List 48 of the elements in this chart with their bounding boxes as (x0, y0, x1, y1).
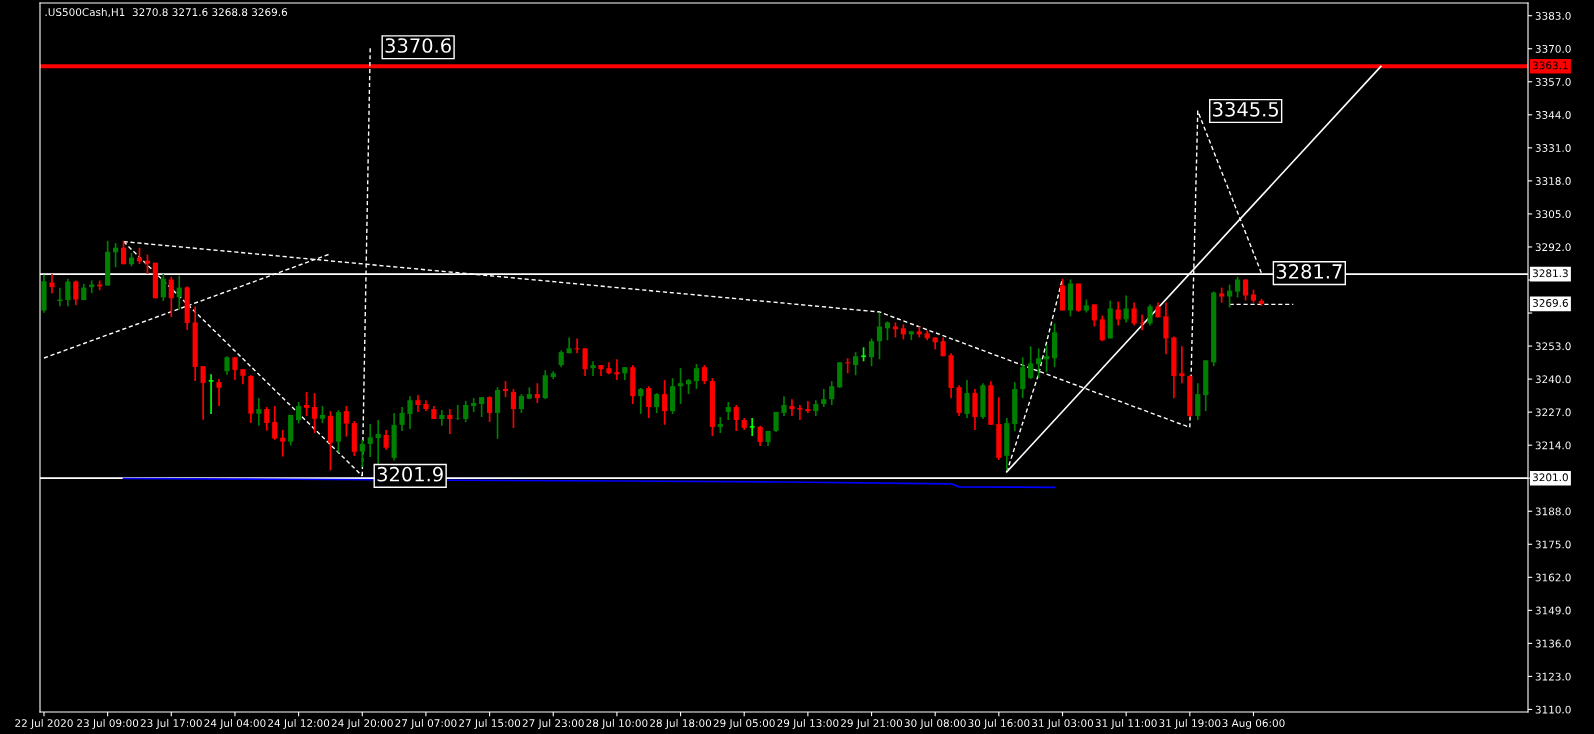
ref-line-label: 3281.3 (1532, 269, 1568, 278)
x-tick-label: 29 Jul 21:00 (841, 718, 903, 729)
x-tick-label: 24 Jul 20:00 (331, 718, 393, 729)
y-tick-label: 3175.0 (1535, 540, 1571, 549)
x-tick-label: 31 Jul 03:00 (1032, 718, 1094, 729)
x-tick-label: 23 Jul 17:00 (140, 718, 202, 729)
y-tick-label: 3383.0 (1535, 11, 1571, 20)
ref-line-label: 3363.1 (1532, 61, 1568, 70)
y-tick-label: 3253.0 (1535, 342, 1571, 351)
x-tick-label: 27 Jul 15:00 (459, 718, 521, 729)
y-tick-label: 3305.0 (1535, 210, 1571, 219)
y-tick-label: 3370.0 (1535, 44, 1571, 53)
data-label: 3345.5 (1213, 101, 1278, 117)
x-tick-label: 3 Aug 06:00 (1222, 719, 1285, 730)
y-tick-label: 3136.0 (1535, 639, 1571, 648)
x-tick-label: 24 Jul 12:00 (268, 718, 330, 729)
x-tick-label: 24 Jul 04:00 (204, 718, 266, 729)
ref-line-label: 3201.0 (1532, 473, 1568, 482)
y-tick-label: 3214.0 (1535, 441, 1571, 450)
y-tick-label: 3227.0 (1535, 408, 1571, 417)
y-tick-label: 3318.0 (1535, 177, 1571, 185)
y-tick-label: 3149.0 (1535, 606, 1571, 615)
y-tick-label: 3123.0 (1535, 672, 1571, 681)
x-tick-label: 27 Jul 07:00 (395, 718, 457, 729)
y-tick-label: 3357.0 (1535, 78, 1571, 86)
data-label: 3370.6 (385, 38, 451, 53)
y-tick-label: 3331.0 (1535, 144, 1571, 152)
x-tick-label: 22 Jul 2020 (15, 718, 73, 729)
y-tick-label: 3240.0 (1535, 375, 1571, 384)
y-tick-label: 3162.0 (1535, 573, 1571, 582)
x-tick-label: 28 Jul 18:00 (650, 718, 712, 729)
x-tick-label: 29 Jul 05:00 (713, 718, 775, 729)
x-tick-label: 31 Jul 11:00 (1095, 718, 1157, 729)
y-tick-label: 3344.0 (1535, 111, 1571, 119)
x-tick-label: 29 Jul 13:00 (777, 718, 839, 729)
x-tick-label: 28 Jul 10:00 (586, 718, 648, 729)
y-tick-label: 3188.0 (1535, 507, 1571, 516)
x-tick-label: 30 Jul 16:00 (968, 718, 1030, 729)
x-tick-label: 31 Jul 19:00 (1159, 718, 1221, 729)
data-label: 3201.9 (377, 466, 443, 482)
x-tick-label: 27 Jul 23:00 (522, 718, 584, 729)
annotation: 3269.6 (1532, 299, 1568, 307)
chart-title: .US500Cash,H1 3270.8 3271.6 3268.8 3269.6 (45, 7, 288, 18)
data-label: 3281.7 (1276, 264, 1342, 279)
x-tick-label: 23 Jul 09:00 (77, 718, 139, 729)
y-tick-label: 3110.0 (1535, 705, 1571, 714)
x-tick-label: 30 Jul 08:00 (904, 718, 966, 729)
y-tick-label: 3292.0 (1535, 243, 1571, 252)
